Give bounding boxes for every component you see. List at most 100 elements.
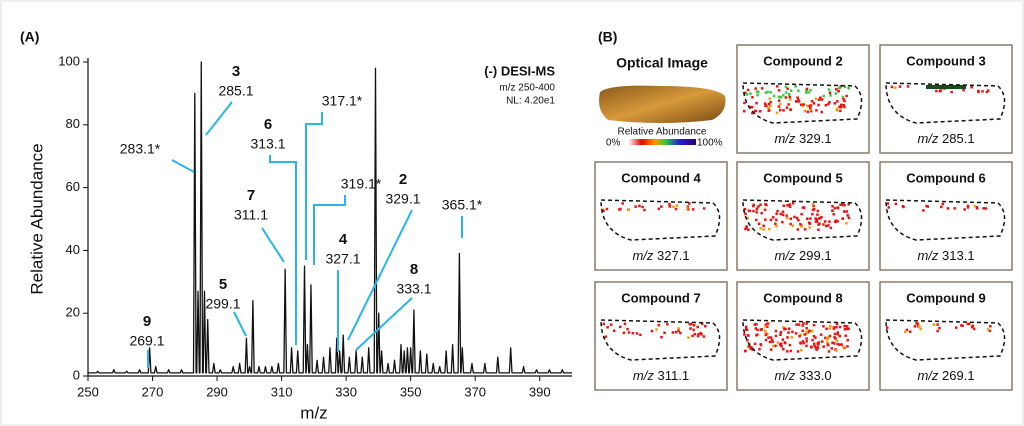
heatmap-pixel bbox=[784, 85, 788, 89]
heatmap-pixel bbox=[835, 88, 838, 91]
heatmap-pixel bbox=[606, 326, 609, 329]
heatmap-pixel bbox=[779, 331, 783, 334]
panel-label: (B) bbox=[598, 29, 617, 45]
heatmap-pixel bbox=[747, 345, 750, 348]
y-tick-label: 100 bbox=[58, 53, 80, 68]
heatmap-pixel bbox=[766, 90, 769, 94]
mz-unit: m/z bbox=[917, 131, 938, 146]
tile-mz: m/z 311.1 bbox=[633, 368, 689, 383]
heatmap-pixel bbox=[758, 347, 761, 351]
heatmap-pixel bbox=[793, 215, 796, 219]
annotation-mz: 283.1* bbox=[120, 141, 161, 157]
heatmap-pixel bbox=[807, 221, 811, 224]
heatmap-pixel bbox=[772, 344, 775, 348]
annotation-mz: 333.1 bbox=[396, 281, 431, 297]
tissue-outline bbox=[885, 199, 1006, 241]
heatmap-pixel bbox=[966, 206, 970, 209]
heatmap-pixel bbox=[802, 341, 805, 345]
heatmap-pixel bbox=[781, 210, 785, 213]
heatmap-pixel bbox=[753, 323, 756, 326]
heatmap-pixel bbox=[915, 322, 918, 325]
heatmap-pixel bbox=[812, 102, 816, 105]
heatmap-pixel bbox=[845, 325, 849, 328]
inset-nl: NL: 4.20e1 bbox=[506, 96, 555, 107]
heatmap-pixel bbox=[796, 228, 800, 231]
panel-label: (A) bbox=[20, 29, 39, 45]
heatmap-pixel bbox=[690, 322, 693, 326]
tile-mz: m/z 285.1 bbox=[917, 131, 974, 146]
heatmap-pixel bbox=[968, 322, 971, 326]
mz-unit: m/z bbox=[917, 368, 938, 383]
heatmap-pixel bbox=[805, 87, 809, 91]
annotation-number: 5 bbox=[219, 276, 227, 293]
heatmap-pixel bbox=[787, 103, 790, 106]
heatmap-pixel bbox=[817, 217, 821, 220]
heatmap-pixel bbox=[837, 89, 840, 93]
annotation-leader bbox=[305, 112, 323, 260]
heatmap-pixel bbox=[838, 325, 842, 329]
heatmap-pixel bbox=[817, 103, 820, 107]
tile-title: Compound 7 bbox=[621, 290, 700, 305]
heatmap-pixel bbox=[838, 86, 841, 89]
heatmap-pixel bbox=[806, 110, 809, 113]
heatmap-pixel bbox=[833, 336, 836, 339]
heatmap-pixel bbox=[809, 109, 813, 113]
heatmap-pixel bbox=[747, 228, 750, 231]
heatmap-pixel bbox=[800, 212, 803, 216]
heatmap-pixel bbox=[985, 90, 989, 94]
heatmap-pixel bbox=[702, 207, 706, 210]
heatmap-pixel bbox=[918, 324, 921, 328]
y-tick-label: 60 bbox=[66, 179, 80, 194]
heatmap-pixel bbox=[816, 213, 819, 216]
heatmap-pixel bbox=[894, 86, 897, 90]
heatmap-pixel bbox=[749, 347, 752, 351]
heatmap-pixel bbox=[966, 322, 970, 326]
tissue-outline bbox=[600, 319, 721, 361]
mz-unit: m/z bbox=[917, 248, 938, 263]
heatmap-pixel bbox=[815, 109, 818, 112]
heatmap-pixel bbox=[782, 347, 785, 351]
heatmap-pixel bbox=[811, 202, 815, 206]
heatmap-pixel bbox=[789, 89, 793, 92]
heatmap-pixel bbox=[831, 209, 834, 212]
heatmap-pixel bbox=[788, 203, 791, 206]
annotation-mz: 299.1 bbox=[205, 296, 240, 312]
heatmap-pixel bbox=[831, 205, 834, 208]
heatmap-pixel bbox=[750, 105, 754, 109]
heatmap-pixel bbox=[747, 209, 751, 212]
heatmap-pixel bbox=[743, 101, 746, 105]
heatmap-pixel bbox=[755, 90, 759, 94]
tile-title: Compound 9 bbox=[906, 290, 985, 305]
heatmap-pixel bbox=[763, 208, 767, 211]
heatmap-pixel bbox=[801, 340, 805, 343]
annotation-mz: 285.1 bbox=[218, 83, 253, 99]
x-tick-label: 290 bbox=[206, 384, 228, 399]
heatmap-pixel bbox=[813, 208, 816, 211]
heatmap-pixel bbox=[822, 325, 825, 328]
legend-min: 0% bbox=[606, 138, 621, 149]
annotation-mz: 269.1 bbox=[129, 333, 164, 349]
annotation-mz: 317.1* bbox=[322, 93, 363, 109]
heatmap-pixel bbox=[797, 98, 800, 102]
heatmap-pixel bbox=[757, 205, 760, 208]
heatmap-pixel bbox=[906, 85, 910, 88]
heatmap-pixel bbox=[925, 204, 928, 208]
heatmap-pixel bbox=[602, 209, 605, 212]
annotation-number: 6 bbox=[264, 116, 272, 133]
heatmap-pixel bbox=[752, 203, 755, 207]
heatmap-pixel bbox=[696, 325, 699, 329]
annotation-leader bbox=[261, 227, 285, 263]
heatmap-pixel bbox=[809, 106, 812, 110]
heatmap-pixel bbox=[688, 202, 691, 205]
heatmap-pixel bbox=[774, 329, 778, 333]
heatmap-pixel bbox=[941, 202, 945, 206]
heatmap-pixel bbox=[971, 324, 975, 328]
heatmap-pixel bbox=[946, 207, 950, 210]
heatmap-pixel bbox=[789, 108, 792, 111]
heatmap-pixel bbox=[815, 348, 819, 351]
heatmap-pixel bbox=[840, 343, 843, 346]
annotation-number: 3 bbox=[232, 63, 240, 80]
heatmap-pixel bbox=[984, 207, 987, 210]
heatmap-pixel bbox=[764, 104, 767, 107]
